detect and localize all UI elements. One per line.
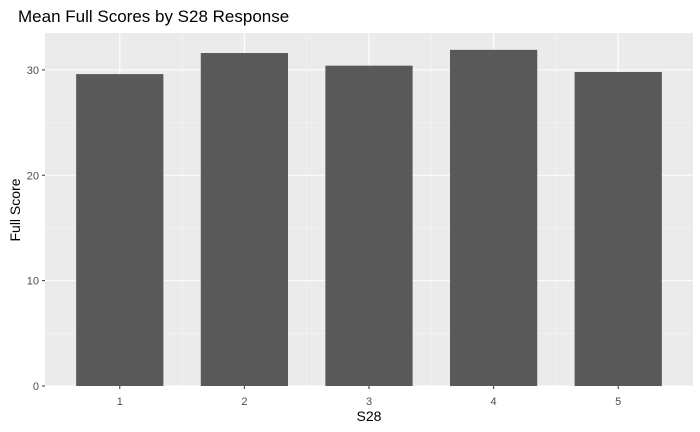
x-axis: 1 2 3 4 5 <box>117 386 621 408</box>
y-axis: 0 10 20 30 <box>27 65 45 393</box>
y-tick-label: 10 <box>27 276 39 288</box>
y-axis-title: Full Score <box>7 178 23 241</box>
x-tick-label: 2 <box>241 396 247 408</box>
bar-1 <box>76 74 164 386</box>
bar-2 <box>200 53 288 386</box>
y-tick-label: 20 <box>27 170 39 182</box>
x-tick-label: 5 <box>615 396 621 408</box>
y-tick-label: 0 <box>33 381 39 393</box>
x-tick-label: 3 <box>366 396 372 408</box>
bar-5 <box>574 71 662 386</box>
bar-4 <box>450 49 538 386</box>
bars-group <box>76 49 662 386</box>
x-tick-label: 1 <box>117 396 123 408</box>
chart-title: Mean Full Scores by S28 Response <box>18 7 289 26</box>
x-axis-title: S28 <box>357 408 382 424</box>
bar-3 <box>325 65 413 386</box>
x-tick-label: 4 <box>491 396 497 408</box>
y-tick-label: 30 <box>27 65 39 77</box>
